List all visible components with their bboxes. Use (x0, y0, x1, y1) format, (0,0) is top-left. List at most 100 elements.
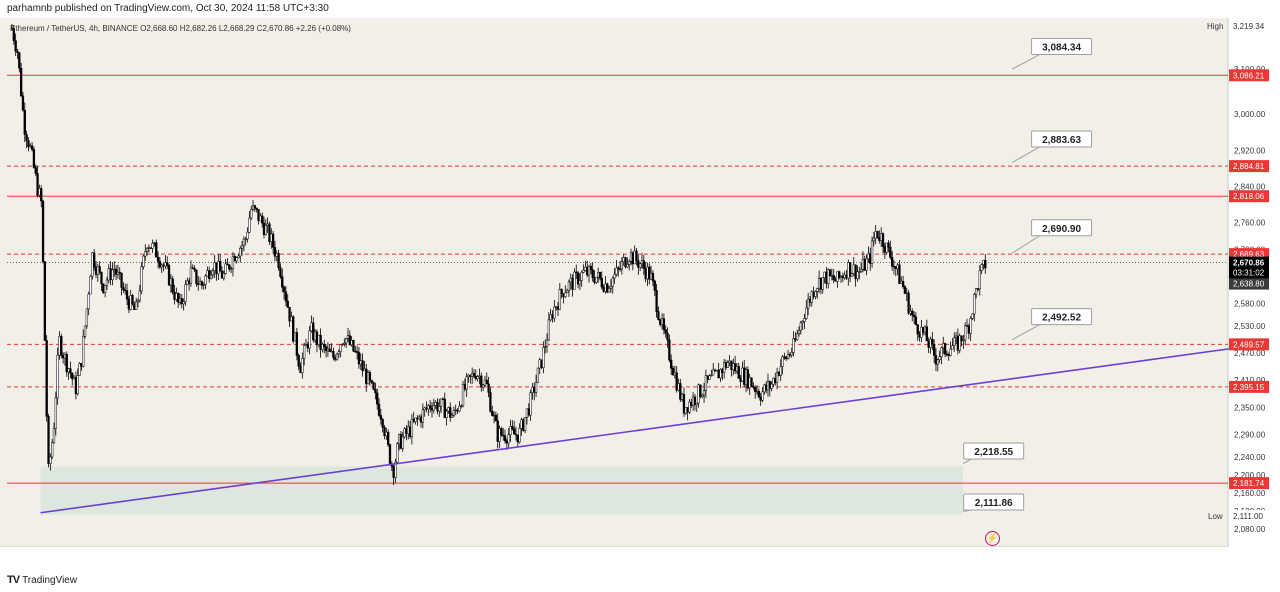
candle-body (379, 415, 383, 420)
tradingview-logo[interactable]: TV TradingView (7, 574, 77, 586)
candle-body (728, 360, 731, 363)
candle (797, 326, 801, 337)
candle (301, 352, 304, 379)
candle-body (850, 273, 854, 277)
candle-body (518, 428, 521, 443)
candle-body (30, 145, 34, 150)
callout-label: 2,690.90 (1042, 224, 1081, 235)
candle-body (869, 253, 872, 264)
candle-body (63, 354, 67, 359)
candle-body (155, 242, 158, 258)
price-tick-label: 2,160.00 (1234, 489, 1266, 498)
candle (450, 413, 454, 418)
candle (695, 402, 698, 412)
candle (439, 398, 443, 414)
chart-area[interactable]: 3,084.34 2,883.63 2,690.90 2,492.52 2,218.55… (0, 18, 1280, 547)
candle (65, 351, 68, 377)
candle-body (870, 240, 874, 264)
candle (377, 398, 381, 417)
candle-body (171, 278, 174, 293)
candle (607, 285, 611, 293)
price-callout: 2,492.52 (1012, 308, 1093, 341)
candle (135, 297, 138, 310)
candle (576, 270, 580, 289)
candle-body (626, 264, 629, 268)
candle-body (595, 276, 598, 283)
candle-body (861, 258, 865, 270)
candlestick-chart[interactable]: 3,084.34 2,883.63 2,690.90 2,492.52 2,218.55… (0, 18, 1280, 547)
candle (671, 365, 675, 376)
candle (211, 268, 215, 279)
candle (120, 272, 123, 296)
candle-body (726, 362, 729, 368)
candle (355, 345, 359, 360)
candle (628, 259, 631, 271)
candle (943, 342, 947, 358)
candle-body (259, 215, 262, 222)
candle-body (960, 335, 963, 342)
candle-body (385, 431, 388, 437)
candle-body (343, 342, 346, 345)
candle-body (27, 140, 30, 148)
candle-body (456, 409, 459, 412)
candle-body (704, 375, 708, 391)
candle-body (264, 225, 267, 235)
candle-body (744, 369, 748, 385)
candle-body (421, 409, 425, 423)
candle-body (573, 271, 576, 290)
candle (47, 413, 50, 468)
candle-body (182, 301, 185, 305)
candle (931, 331, 934, 351)
candle-body (405, 428, 408, 434)
candle (45, 334, 48, 422)
candle-body (441, 398, 445, 400)
candle-body (892, 265, 896, 268)
candle-body (136, 299, 140, 303)
candle (122, 282, 125, 294)
candle-body (297, 355, 300, 367)
lightning-icon[interactable]: ⚡ (985, 531, 1000, 546)
candle-body (266, 223, 269, 226)
candle (374, 382, 377, 400)
candle-body (202, 284, 205, 286)
candle-body (642, 260, 645, 269)
candles (10, 23, 987, 486)
candle-body (505, 440, 509, 444)
candle-body (735, 366, 739, 372)
candle (352, 339, 355, 353)
candle (264, 219, 267, 236)
candle (916, 323, 919, 341)
candle-body (942, 343, 945, 349)
candle-body (74, 377, 78, 394)
candle (613, 268, 616, 284)
candle (339, 343, 342, 358)
candle-body (217, 261, 220, 275)
candle-body (323, 343, 326, 348)
candle (195, 269, 198, 287)
candle-body (894, 266, 897, 270)
candle-body (195, 269, 198, 285)
candle (41, 199, 45, 264)
candle (93, 248, 96, 271)
candle-body (615, 267, 618, 275)
candle (202, 282, 205, 290)
price-tick-label: 2,840.00 (1234, 182, 1266, 191)
candle-body (841, 275, 844, 279)
candle-body (766, 381, 770, 391)
candle-body (34, 167, 37, 174)
candle-body (500, 428, 503, 436)
candle (779, 359, 782, 382)
candle (814, 290, 817, 300)
candle (111, 262, 114, 286)
candle (71, 372, 74, 386)
level-badge-label: 2,395.15 (1233, 383, 1265, 392)
candle (284, 286, 288, 307)
candle-body (277, 252, 280, 268)
candle (911, 308, 914, 322)
candle-body (381, 419, 384, 428)
level-badge-label: 2,489.57 (1233, 340, 1265, 349)
brand-name: TradingView (22, 574, 78, 586)
candle-body (158, 261, 162, 268)
candle-body (454, 409, 457, 412)
candle-body (821, 277, 824, 290)
